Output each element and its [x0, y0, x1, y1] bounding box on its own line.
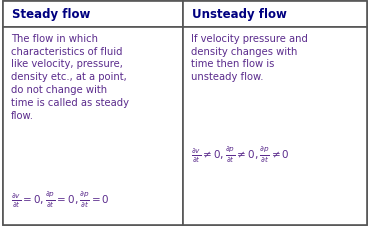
Bar — [183, 28, 367, 225]
Text: Steady flow: Steady flow — [12, 8, 91, 21]
Text: If velocity pressure and
density changes with
time then flow is
unsteady flow.: If velocity pressure and density changes… — [191, 34, 308, 82]
Bar — [183, 2, 367, 28]
Text: $\frac{\partial v}{\partial t}\neq 0, \frac{\partial p}{\partial t}\neq 0, \frac: $\frac{\partial v}{\partial t}\neq 0, \f… — [191, 145, 290, 164]
Text: The flow in which
characteristics of fluid
like velocity, pressure,
density etc.: The flow in which characteristics of flu… — [11, 34, 129, 120]
Text: Unsteady flow: Unsteady flow — [192, 8, 287, 21]
Bar — [3, 2, 183, 28]
Text: $\frac{\partial v}{\partial t}=0, \frac{\partial p}{\partial t}=0, \frac{\partia: $\frac{\partial v}{\partial t}=0, \frac{… — [11, 190, 110, 209]
Bar — [3, 28, 183, 225]
